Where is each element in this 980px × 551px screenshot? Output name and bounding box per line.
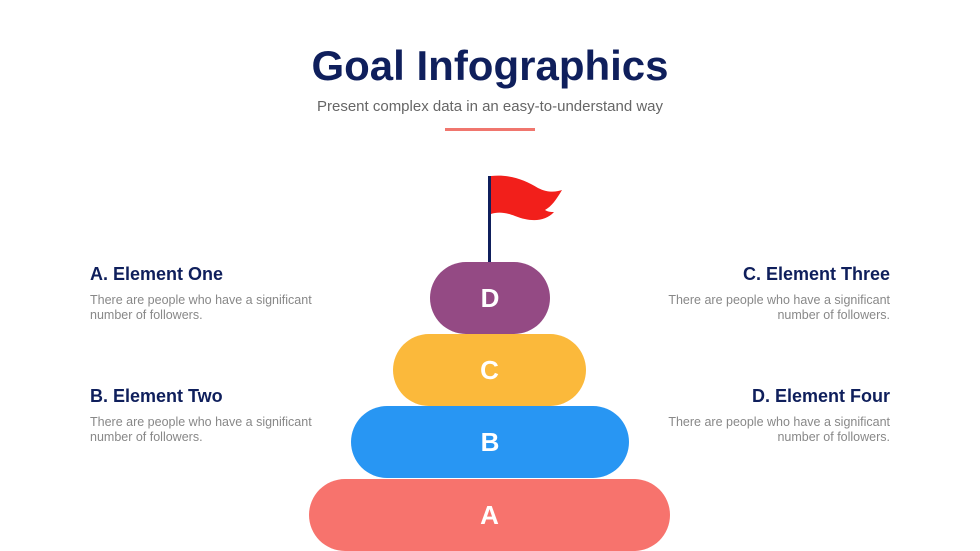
layer-c: C: [393, 334, 586, 406]
page-subtitle: Present complex data in an easy-to-under…: [316, 98, 664, 115]
element-two: B. Element Two There are people who have…: [90, 386, 330, 445]
page-title: Goal Infographics: [311, 42, 669, 89]
element-text: There are people who have a significant …: [90, 415, 312, 444]
layer-label: B: [480, 426, 500, 457]
element-title: C. Element Three: [742, 264, 890, 284]
layer-b: B: [351, 406, 629, 478]
element-title: B. Element Two: [90, 386, 223, 406]
element-text: There are people who have a significant …: [668, 293, 890, 322]
element-text: There are people who have a significant …: [90, 293, 312, 322]
element-title: A. Element One: [90, 264, 224, 284]
layer-d: D: [430, 262, 550, 334]
element-four: D. Element Four There are people who hav…: [650, 386, 890, 445]
element-one: A. Element One There are people who have…: [90, 264, 330, 323]
layer-a: A: [309, 479, 670, 551]
flag-cloth: [491, 175, 562, 221]
layer-label: A: [480, 499, 499, 530]
element-title: D. Element Four: [751, 386, 890, 406]
flag-pole: [488, 176, 491, 264]
layer-label: C: [480, 354, 499, 385]
layer-label: D: [480, 282, 500, 313]
element-three: C. Element Three There are people who ha…: [650, 264, 890, 323]
element-text: There are people who have a significant …: [668, 415, 890, 444]
title-divider: [445, 128, 535, 131]
